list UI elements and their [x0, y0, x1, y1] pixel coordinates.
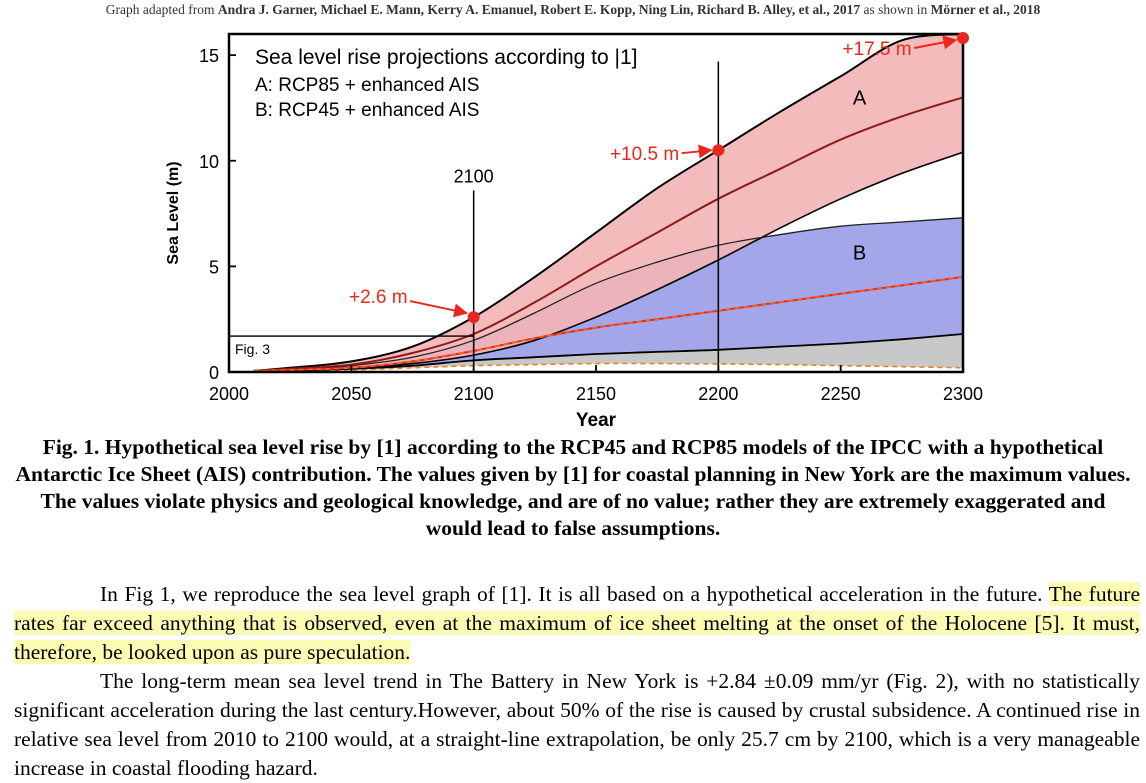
credit-middle: as shown in [863, 2, 928, 17]
x-tick-label: 2200 [698, 384, 738, 404]
marker-2200-dot [712, 144, 725, 157]
grey-band [253, 334, 963, 372]
paragraph-1-plain: In Fig 1, we reproduce the sea level gra… [100, 582, 1043, 606]
marker-2200-label: +10.5 m [610, 144, 679, 165]
marker-2300-dot [957, 32, 969, 44]
band-b-label: B [853, 243, 866, 265]
article-body: In Fig 1, we reproduce the sea level gra… [14, 580, 1140, 783]
marker-2300-arrow [913, 35, 958, 50]
legend-entry: A: RCP85 + enhanced AIS [255, 75, 479, 96]
x-tick-label: 2050 [331, 384, 371, 404]
credit-authors: Andra J. Garner, Michael E. Mann, Kerry … [217, 2, 861, 17]
band-a-label: A [853, 87, 867, 109]
x-tick-label: 2150 [576, 384, 616, 404]
marker-2100-arrow [409, 300, 469, 318]
legend-entry: B: RCP45 + enhanced AIS [255, 100, 479, 121]
chart-title: Sea level rise projections according to … [255, 46, 638, 69]
credit-prefix: Graph adapted from [105, 2, 215, 17]
figure-credit: Graph adapted from Andra J. Garner, Mich… [0, 2, 1146, 18]
band-a-upper-edge [253, 33, 964, 372]
paragraph-2: The long-term mean sea level trend in Th… [14, 669, 1140, 780]
x-tick-label: 2300 [943, 384, 983, 404]
marker-2300-label: +17.5 m [842, 39, 911, 60]
band-a-median-line [253, 96, 964, 372]
y-tick-label: 5 [209, 257, 219, 277]
figure-caption: Fig. 1. Hypothetical sea level rise by [… [15, 435, 1131, 540]
x-tick-label: 2000 [209, 384, 249, 404]
marker-2100-dot [467, 311, 480, 324]
marker-2200-arrow [681, 144, 713, 159]
y-tick-label: 15 [199, 46, 219, 66]
y-axis-label: Sea Level (m) [165, 161, 182, 264]
y-tick-label: 0 [209, 363, 219, 383]
paragraph-1: In Fig 1, we reproduce the sea level gra… [14, 580, 1140, 667]
marker-2100-label: +2.6 m [349, 287, 408, 308]
credit-source: Mörner et al., 2018 [930, 2, 1041, 17]
marker-2100-year-label: 2100 [454, 166, 494, 186]
x-tick-label: 2250 [821, 384, 861, 404]
inset-label: Fig. 3 [235, 341, 270, 357]
x-tick-label: 2100 [454, 384, 494, 404]
band-a [253, 34, 963, 371]
band-b-dashed-line [253, 276, 964, 372]
sea-level-chart: Fig. 3 2000 2050 2100 2150 2200 2250 2300 0 5 10 15… [165, 32, 983, 431]
x-axis-label: Year [576, 410, 617, 431]
y-tick-label: 10 [199, 152, 219, 172]
